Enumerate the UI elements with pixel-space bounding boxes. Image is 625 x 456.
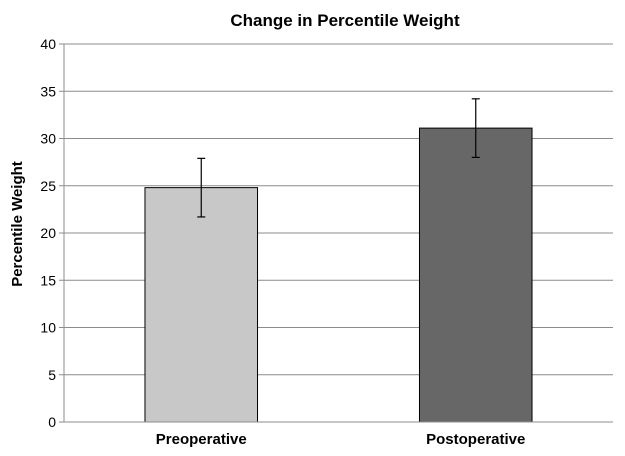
x-category-label: Preoperative bbox=[156, 431, 247, 448]
y-tick-label: 0 bbox=[48, 414, 56, 430]
y-tick-label: 40 bbox=[40, 36, 56, 52]
y-tick-label: 15 bbox=[40, 272, 56, 288]
y-tick-label: 10 bbox=[40, 320, 56, 336]
axes bbox=[59, 43, 613, 423]
y-axis-label: Percentile Weight bbox=[9, 161, 26, 287]
bar-preoperative bbox=[144, 187, 259, 423]
tick-labels: 0 5 10 15 20 25 30 35 40 Preoperative Postoperativ… bbox=[40, 36, 525, 448]
y-tick-label: 5 bbox=[48, 367, 56, 383]
chart-title: Change in Percentile Weight bbox=[230, 11, 460, 30]
y-tick-label: 30 bbox=[40, 131, 56, 147]
bar-postoperative bbox=[418, 127, 533, 423]
y-tick-label: 35 bbox=[40, 83, 56, 99]
y-tick-label: 25 bbox=[40, 178, 56, 194]
x-category-label: Postoperative bbox=[426, 431, 525, 448]
y-tick-label: 20 bbox=[40, 225, 56, 241]
bars bbox=[144, 98, 533, 423]
